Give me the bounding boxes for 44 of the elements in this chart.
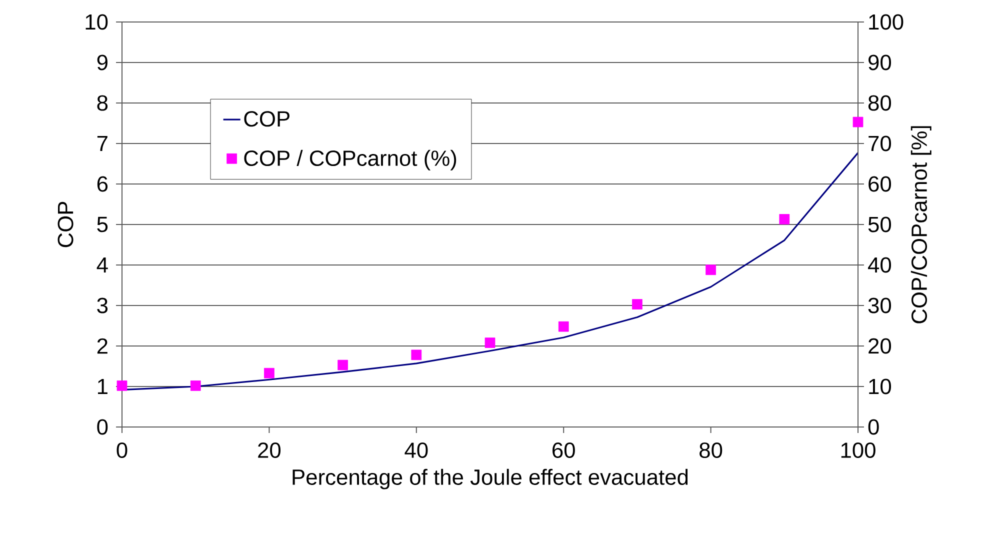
point	[632, 299, 642, 310]
y2-tick-label: 100	[869, 14, 904, 30]
y-tick-label: 8	[97, 95, 108, 111]
y-tick-label: 6	[97, 176, 108, 192]
legend-label: COP / COPcarnot (%)	[244, 150, 456, 170]
x-tick-label: 80	[700, 442, 722, 458]
x-axis-title: Percentage of the Joule effect evacuated	[292, 468, 688, 490]
x-tick-label: 100	[841, 442, 876, 458]
y-tick-label: 2	[97, 338, 108, 354]
x-tick-label: 20	[258, 442, 281, 458]
point	[779, 214, 790, 224]
y-tick-label: 0	[97, 419, 108, 435]
y2-tick-label: 30	[868, 298, 892, 314]
y-tick-label: 3	[97, 298, 108, 314]
point	[852, 116, 864, 128]
point	[706, 264, 716, 276]
y2-tick-label: 60	[868, 176, 892, 192]
y-tick-label: 10	[86, 14, 108, 30]
x-tick-label: 40	[404, 442, 428, 458]
x-tick-label: 0	[116, 442, 128, 458]
y2-tick-label: 70	[868, 136, 892, 152]
y-tick-label: 7	[97, 136, 108, 152]
y2-tick-label: 50	[868, 216, 892, 232]
y-tick-label: 9	[97, 54, 108, 70]
legend-label: COP	[244, 111, 290, 127]
y-axis-title: COP	[58, 202, 74, 248]
y2-tick-label: 0	[868, 419, 879, 435]
y2-axis-title: COP/COPcarnot [%]	[910, 126, 932, 324]
point	[558, 321, 569, 332]
y-tick-label: 4	[96, 257, 108, 273]
point	[116, 380, 128, 391]
point	[338, 360, 348, 370]
y-tick-label: 5	[97, 216, 108, 232]
x-tick-label: 60	[552, 442, 575, 458]
y2-tick-label: 80	[868, 95, 892, 111]
y2-tick-label: 40	[868, 257, 892, 273]
y2-tick-label: 90	[868, 54, 892, 70]
point	[411, 350, 422, 360]
y2-tick-label: 20	[868, 338, 892, 354]
y-tick-label: 1	[98, 378, 108, 394]
point	[264, 368, 274, 378]
point	[190, 380, 201, 391]
point	[484, 338, 496, 348]
y2-tick-label: 10	[869, 378, 892, 394]
